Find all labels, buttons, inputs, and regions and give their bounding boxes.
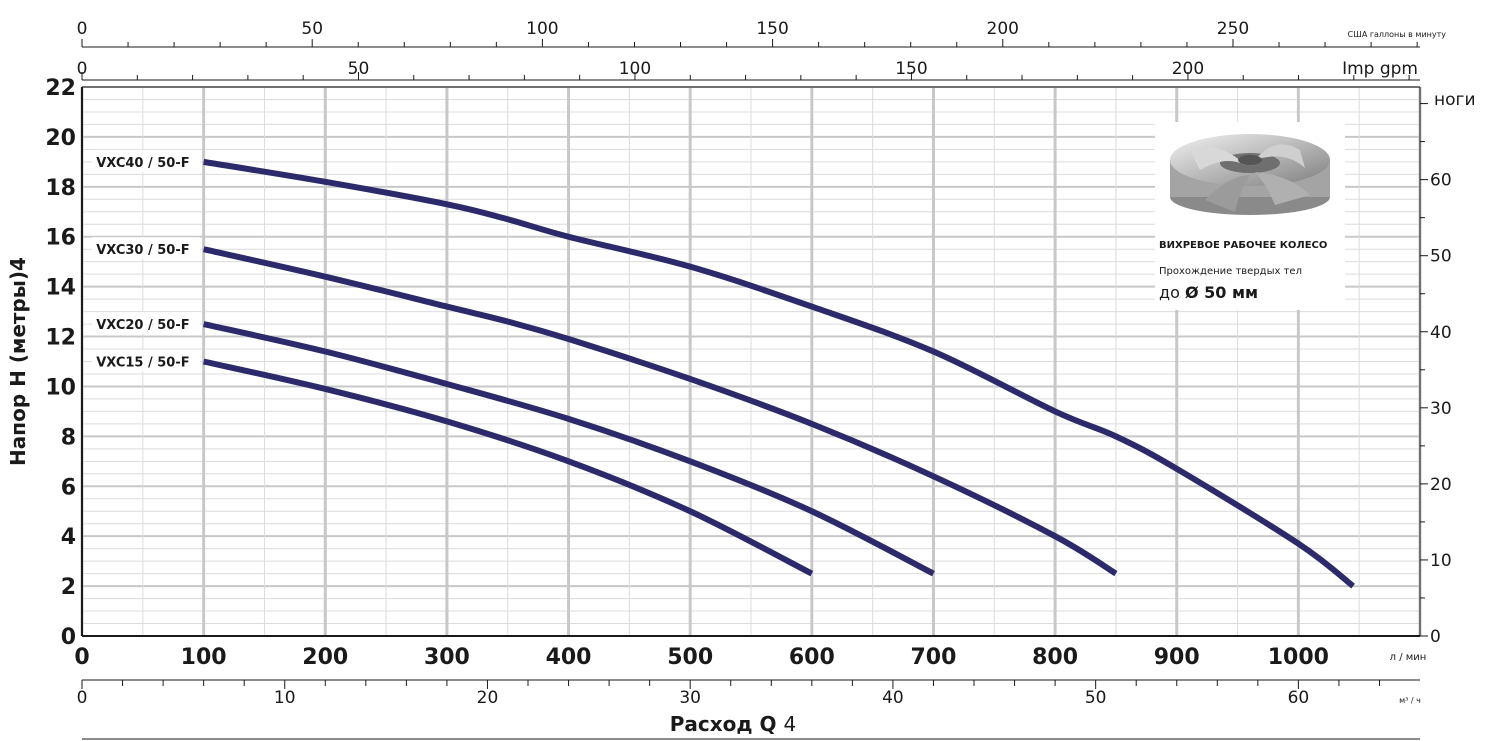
- info-box-value: до Ø 50 мм: [1159, 283, 1258, 302]
- series-label-3: VXC20 / 50-F: [96, 318, 189, 333]
- feet-tick-label: 60: [1430, 171, 1452, 191]
- imp-gpm-tick-label: 100: [619, 59, 651, 79]
- y-tick-label: 22: [45, 76, 76, 101]
- x-axis-title-suffix: 4: [784, 712, 797, 736]
- y-tick-label: 2: [61, 575, 76, 600]
- m3h-tick-label: 50: [1085, 688, 1107, 708]
- y-tick-label: 6: [61, 475, 76, 500]
- series-label-bg: [91, 149, 200, 172]
- series-label-1: VXC40 / 50-F: [96, 156, 189, 171]
- feet-axis-title: ноги: [1434, 90, 1476, 110]
- x-tick-label: 700: [910, 645, 956, 670]
- series-labels: VXC40 / 50-F VXC30 / 50-F VXC20 / 50-F VXC1…: [91, 149, 200, 372]
- m3h-tick-label: 0: [77, 688, 88, 708]
- x-tick-label: 100: [181, 645, 227, 670]
- x-axis-title-main: Расход Q: [670, 712, 784, 736]
- series-line-1: [203, 158, 1355, 589]
- us-gpm-tick-label: 100: [526, 19, 558, 39]
- y-tick-label: 14: [45, 276, 76, 301]
- x-tick-label: 200: [302, 645, 348, 670]
- y-tick-label: 18: [45, 176, 76, 201]
- series-label-bg: [91, 312, 200, 335]
- x-axis-title: Расход Q 4: [670, 712, 796, 736]
- x-tick-label: 800: [1032, 645, 1078, 670]
- m3h-tick-label: 10: [274, 688, 296, 708]
- y-tick-label: 4: [61, 525, 76, 550]
- info-box-value-prefix: до: [1159, 283, 1185, 302]
- info-box-title: ВИХРЕВОЕ РАБОЧЕЕ КОЛЕСО: [1159, 240, 1327, 251]
- series-label-2: VXC30 / 50-F: [96, 243, 189, 258]
- series-label-4: VXC15 / 50-F: [96, 356, 189, 371]
- m3h-tick-label: 40: [882, 688, 904, 708]
- x-tick-label: 0: [74, 645, 89, 670]
- y-tick-label: 20: [45, 126, 76, 151]
- m3h-axis-title: м³ / ч: [1399, 696, 1421, 705]
- us-gpm-tick-label: 50: [301, 19, 323, 39]
- m3h-tick-label: 30: [679, 688, 701, 708]
- x-tick-label: 1000: [1268, 645, 1329, 670]
- series-line-3: [202, 321, 935, 577]
- imp-gpm-axis-title: Imp gpm: [1342, 59, 1418, 79]
- x-tick-label: 400: [546, 645, 592, 670]
- info-box-value-number: Ø 50 мм: [1185, 283, 1258, 302]
- m3h-tick-label: 60: [1288, 688, 1310, 708]
- imp-gpm-tick-label: 50: [348, 59, 370, 79]
- x-tick-label: 300: [424, 645, 470, 670]
- series-label-bg: [91, 349, 200, 372]
- us-gpm-tick-label: 250: [1217, 19, 1249, 39]
- imp-gpm-tick-label: 0: [77, 59, 88, 79]
- y-tick-label: 10: [45, 375, 76, 400]
- x-tick-label: 900: [1154, 645, 1200, 670]
- x-unit-label: л / мин: [1390, 652, 1427, 663]
- feet-tick-label: 0: [1430, 627, 1441, 647]
- y-axis-title: Напор H (метры)4: [6, 257, 30, 466]
- impeller-info-box: ВИХРЕВОЕ РАБОЧЕЕ КОЛЕСО Прохождение твер…: [1155, 122, 1345, 310]
- us-gpm-tick-label: 200: [987, 19, 1019, 39]
- y-tick-label: 0: [61, 625, 76, 650]
- feet-tick-label: 30: [1430, 399, 1452, 419]
- m3h-tick-label: 20: [477, 688, 499, 708]
- us-gpm-tick-label: 0: [77, 19, 88, 39]
- series-line-2: [202, 246, 1118, 577]
- feet-tick-label: 40: [1430, 323, 1452, 343]
- feet-tick-label: 50: [1430, 247, 1452, 267]
- us-gpm-tick-label: 150: [756, 19, 788, 39]
- series-label-bg: [91, 237, 200, 260]
- y-tick-label: 8: [61, 425, 76, 450]
- y-tick-label: 16: [45, 226, 76, 251]
- feet-tick-label: 10: [1430, 551, 1452, 571]
- vortex-impeller-icon: [1170, 134, 1330, 215]
- x-tick-label: 600: [789, 645, 835, 670]
- x-tick-label: 500: [667, 645, 713, 670]
- imp-gpm-tick-label: 150: [895, 59, 927, 79]
- series: [202, 158, 1355, 589]
- feet-tick-label: 20: [1430, 475, 1452, 495]
- imp-gpm-tick-label: 200: [1172, 59, 1204, 79]
- us-gpm-axis-title: США галлоны в минуту: [1348, 30, 1447, 39]
- info-box-subtitle: Прохождение твердых тел: [1159, 266, 1302, 277]
- y-tick-label: 12: [45, 326, 76, 351]
- series-line-4: [202, 358, 814, 577]
